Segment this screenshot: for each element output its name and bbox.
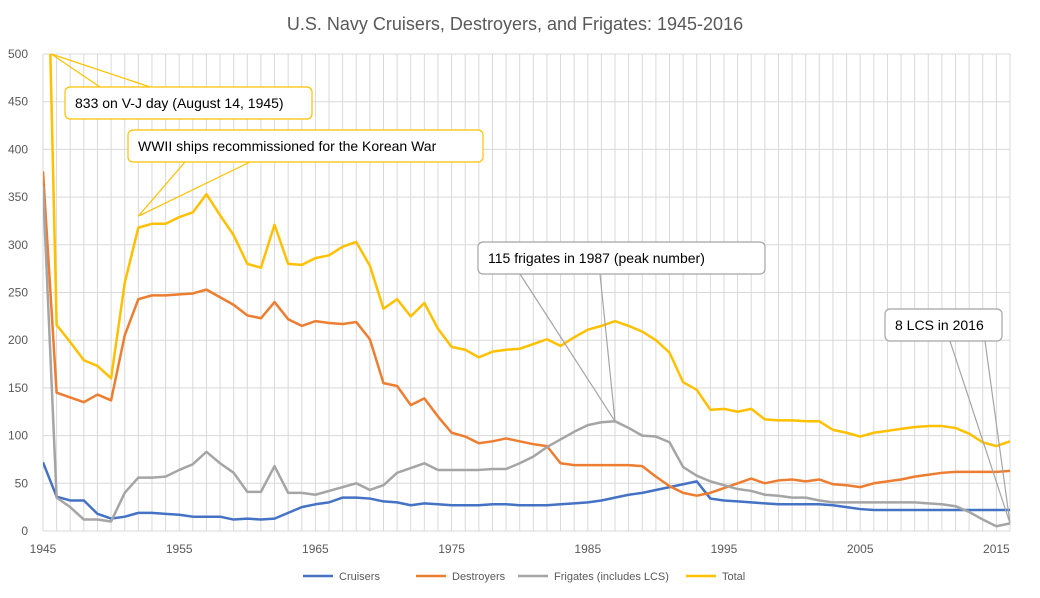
legend-label: Destroyers xyxy=(452,571,506,583)
callout-vj-day-box xyxy=(64,86,313,120)
callout-frigates-peak-text: 115 frigates in 1987 (peak number) xyxy=(488,250,705,266)
x-tick-label: 1975 xyxy=(438,542,465,556)
y-tick-label: 200 xyxy=(8,333,28,347)
callout-lcs-pointer xyxy=(949,340,1011,524)
x-tick-label: 1955 xyxy=(166,542,193,556)
legend-label: Frigates (includes LCS) xyxy=(554,571,669,583)
y-tick-label: 50 xyxy=(15,476,29,490)
y-tick-label: 150 xyxy=(8,381,28,395)
legend-label: Total xyxy=(722,571,745,583)
y-tick-label: 500 xyxy=(8,47,28,61)
x-tick-label: 1965 xyxy=(302,542,329,556)
series-line-destroyers xyxy=(43,171,1011,497)
callout-korean-war-pointer xyxy=(137,161,251,217)
callout-lcs-text: 8 LCS in 2016 xyxy=(895,317,984,333)
callout-frigates-peak-box xyxy=(477,241,766,275)
legend-label: Cruisers xyxy=(339,571,380,583)
chart-title: U.S. Navy Cruisers, Destroyers, and Frig… xyxy=(287,14,743,34)
callout-korean-war-box xyxy=(127,129,484,163)
axes: 0 50 100 150 200 250 300 350 400 450 500 1945 1955 19… xyxy=(8,47,1010,556)
callout-korean-war-text: WWII ships recommissioned for the Korean… xyxy=(138,138,437,154)
x-tick-label: 1945 xyxy=(30,542,57,556)
callout-vj-day-pointer xyxy=(50,53,151,88)
series-line-frigates-includes-lcs xyxy=(43,186,1011,528)
x-tick-label: 2005 xyxy=(847,542,874,556)
series-line-cruisers xyxy=(43,461,1010,521)
legend: Cruisers Destroyers Frigates (includes LCS… xyxy=(303,571,745,583)
x-tick-label: 2015 xyxy=(983,542,1010,556)
y-tick-label: 100 xyxy=(8,429,28,443)
callout-lcs-box xyxy=(884,308,1003,342)
y-tick-label: 0 xyxy=(21,524,28,538)
x-tick-label: 1995 xyxy=(711,542,738,556)
annotations: 833 on V-J day (August 14, 1945) WWII shi… xyxy=(50,53,1011,524)
series-lines xyxy=(43,54,1011,528)
y-tick-label: 350 xyxy=(8,190,28,204)
y-tick-label: 300 xyxy=(8,238,28,252)
y-tick-label: 400 xyxy=(8,142,28,156)
x-tick-label: 1985 xyxy=(574,542,601,556)
y-tick-label: 250 xyxy=(8,286,28,300)
series-line-total xyxy=(49,54,1011,448)
callout-vj-day-text: 833 on V-J day (August 14, 1945) xyxy=(75,95,284,111)
callout-frigates-peak-pointer xyxy=(519,273,616,422)
y-tick-label: 450 xyxy=(8,95,28,109)
